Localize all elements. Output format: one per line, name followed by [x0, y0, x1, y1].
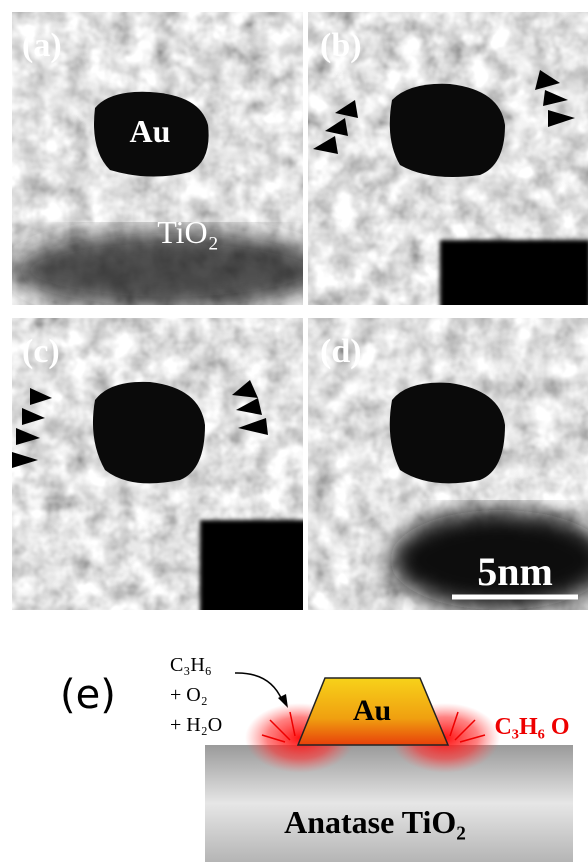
panel-label: (c) — [22, 333, 60, 370]
support-label: Anatase TiO₂ — [284, 804, 466, 840]
panel-label: (d) — [320, 333, 362, 370]
particle-label: Au — [353, 694, 391, 727]
figure: (a) (b) (c) (d) Au TiO₂ 5nm (e) C₃H₆ + O… — [0, 0, 588, 862]
arrow — [235, 673, 282, 700]
reactant: + O₂ — [170, 684, 208, 706]
reactant: C₃H₆ — [170, 654, 212, 676]
product-label: C₃H₆ O — [494, 714, 569, 740]
particle-label: Au — [130, 113, 171, 149]
panel-label: (b) — [320, 27, 362, 64]
panel-label: (a) — [22, 27, 62, 64]
panel-label: (e) — [60, 672, 116, 718]
support-label: TiO₂ — [157, 214, 219, 250]
scale-label: 5nm — [477, 549, 553, 594]
reactant: + H₂O — [170, 714, 222, 736]
